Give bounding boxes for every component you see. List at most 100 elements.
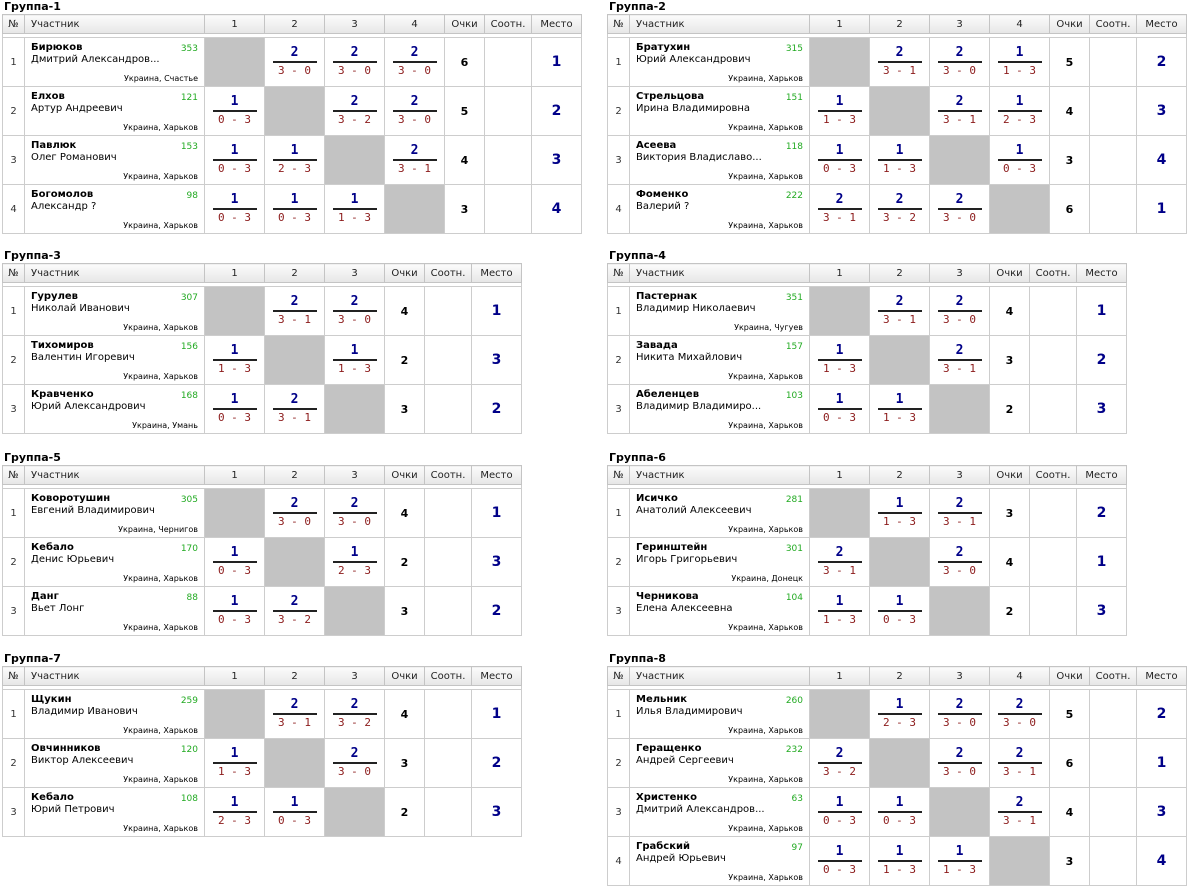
col-header-opponent[interactable]: 3	[324, 263, 385, 283]
col-header-ratio[interactable]: Соотн.	[424, 666, 472, 686]
col-header-opponent[interactable]: 2	[869, 14, 930, 34]
col-header-ratio[interactable]: Соотн.	[484, 14, 532, 34]
col-header-opponent[interactable]: 1	[809, 263, 870, 283]
col-header-points[interactable]: Очки	[1049, 666, 1090, 686]
col-header-points[interactable]: Очки	[384, 263, 425, 283]
player-surname[interactable]: Геринштейн	[636, 542, 708, 553]
col-header-opponent[interactable]: 1	[204, 263, 265, 283]
col-header-points[interactable]: Очки	[1049, 14, 1090, 34]
player-cell[interactable]: Коворотушин Евгений Владимирович 305 Украин…	[24, 488, 205, 538]
col-header-points[interactable]: Очки	[444, 14, 485, 34]
col-header-opponent[interactable]: 1	[809, 666, 870, 686]
col-header-opponent[interactable]: 2	[264, 263, 325, 283]
player-cell[interactable]: Бирюков Дмитрий Александров... 353 Украина,…	[24, 37, 205, 87]
player-cell[interactable]: Грабский Андрей Юрьевич 97 Украина, Харьков	[629, 836, 810, 886]
player-cell[interactable]: Гурулев Николай Иванович 307 Украина, Харьк…	[24, 286, 205, 336]
player-surname[interactable]: Кебало	[31, 792, 74, 803]
player-cell[interactable]: Пастернак Владимир Николаевич 351 Украина, …	[629, 286, 810, 336]
player-cell[interactable]: Овчинников Виктор Алексеевич 120 Украина, Х…	[24, 738, 205, 788]
player-surname[interactable]: Елхов	[31, 91, 65, 102]
col-header-place[interactable]: Место	[531, 14, 582, 34]
col-header-opponent[interactable]: 3	[324, 666, 385, 686]
col-header-place[interactable]: Место	[1136, 666, 1187, 686]
col-header-participant[interactable]: Участник	[629, 465, 810, 485]
col-header-no[interactable]: №	[607, 14, 630, 34]
player-cell[interactable]: Елхов Артур Андреевич 121 Украина, Харьков	[24, 86, 205, 136]
col-header-points[interactable]: Очки	[989, 465, 1030, 485]
col-header-no[interactable]: №	[2, 666, 25, 686]
col-header-place[interactable]: Место	[1136, 14, 1187, 34]
player-surname[interactable]: Стрельцова	[636, 91, 705, 102]
player-surname[interactable]: Асеева	[636, 140, 677, 151]
col-header-no[interactable]: №	[2, 465, 25, 485]
col-header-ratio[interactable]: Соотн.	[1089, 14, 1137, 34]
player-cell[interactable]: Мельник Илья Владимирович 260 Украина, Харь…	[629, 689, 810, 739]
player-cell[interactable]: Черникова Елена Алексеевна 104 Украина, Хар…	[629, 586, 810, 636]
player-surname[interactable]: Исичко	[636, 493, 678, 504]
col-header-opponent[interactable]: 2	[869, 465, 930, 485]
col-header-opponent[interactable]: 3	[929, 263, 990, 283]
col-header-no[interactable]: №	[607, 666, 630, 686]
player-surname[interactable]: Данг	[31, 591, 59, 602]
col-header-ratio[interactable]: Соотн.	[424, 263, 472, 283]
col-header-opponent[interactable]: 3	[324, 14, 385, 34]
player-surname[interactable]: Фоменко	[636, 189, 689, 200]
col-header-no[interactable]: №	[2, 14, 25, 34]
col-header-no[interactable]: №	[2, 263, 25, 283]
player-cell[interactable]: Богомолов Александр ? 98 Украина, Харьков	[24, 184, 205, 234]
col-header-opponent[interactable]: 3	[929, 14, 990, 34]
player-surname[interactable]: Христенко	[636, 792, 697, 803]
player-surname[interactable]: Грабский	[636, 841, 690, 852]
col-header-ratio[interactable]: Соотн.	[424, 465, 472, 485]
col-header-place[interactable]: Место	[471, 263, 522, 283]
col-header-opponent[interactable]: 4	[989, 14, 1050, 34]
player-surname[interactable]: Геращенко	[636, 743, 702, 754]
player-surname[interactable]: Кебало	[31, 542, 74, 553]
player-surname[interactable]: Черникова	[636, 591, 699, 602]
col-header-ratio[interactable]: Соотн.	[1029, 263, 1077, 283]
col-header-participant[interactable]: Участник	[24, 263, 205, 283]
player-cell[interactable]: Кебало Денис Юрьевич 170 Украина, Харьков	[24, 537, 205, 587]
player-surname[interactable]: Овчинников	[31, 743, 101, 754]
player-cell[interactable]: Геринштейн Игорь Григорьевич 301 Украина, Д…	[629, 537, 810, 587]
player-cell[interactable]: Абеленцев Владимир Владимиро... 103 Украина…	[629, 384, 810, 434]
col-header-opponent[interactable]: 2	[869, 263, 930, 283]
player-surname[interactable]: Тихомиров	[31, 340, 94, 351]
player-cell[interactable]: Данг Вьет Лонг 88 Украина, Харьков	[24, 586, 205, 636]
col-header-opponent[interactable]: 4	[989, 666, 1050, 686]
